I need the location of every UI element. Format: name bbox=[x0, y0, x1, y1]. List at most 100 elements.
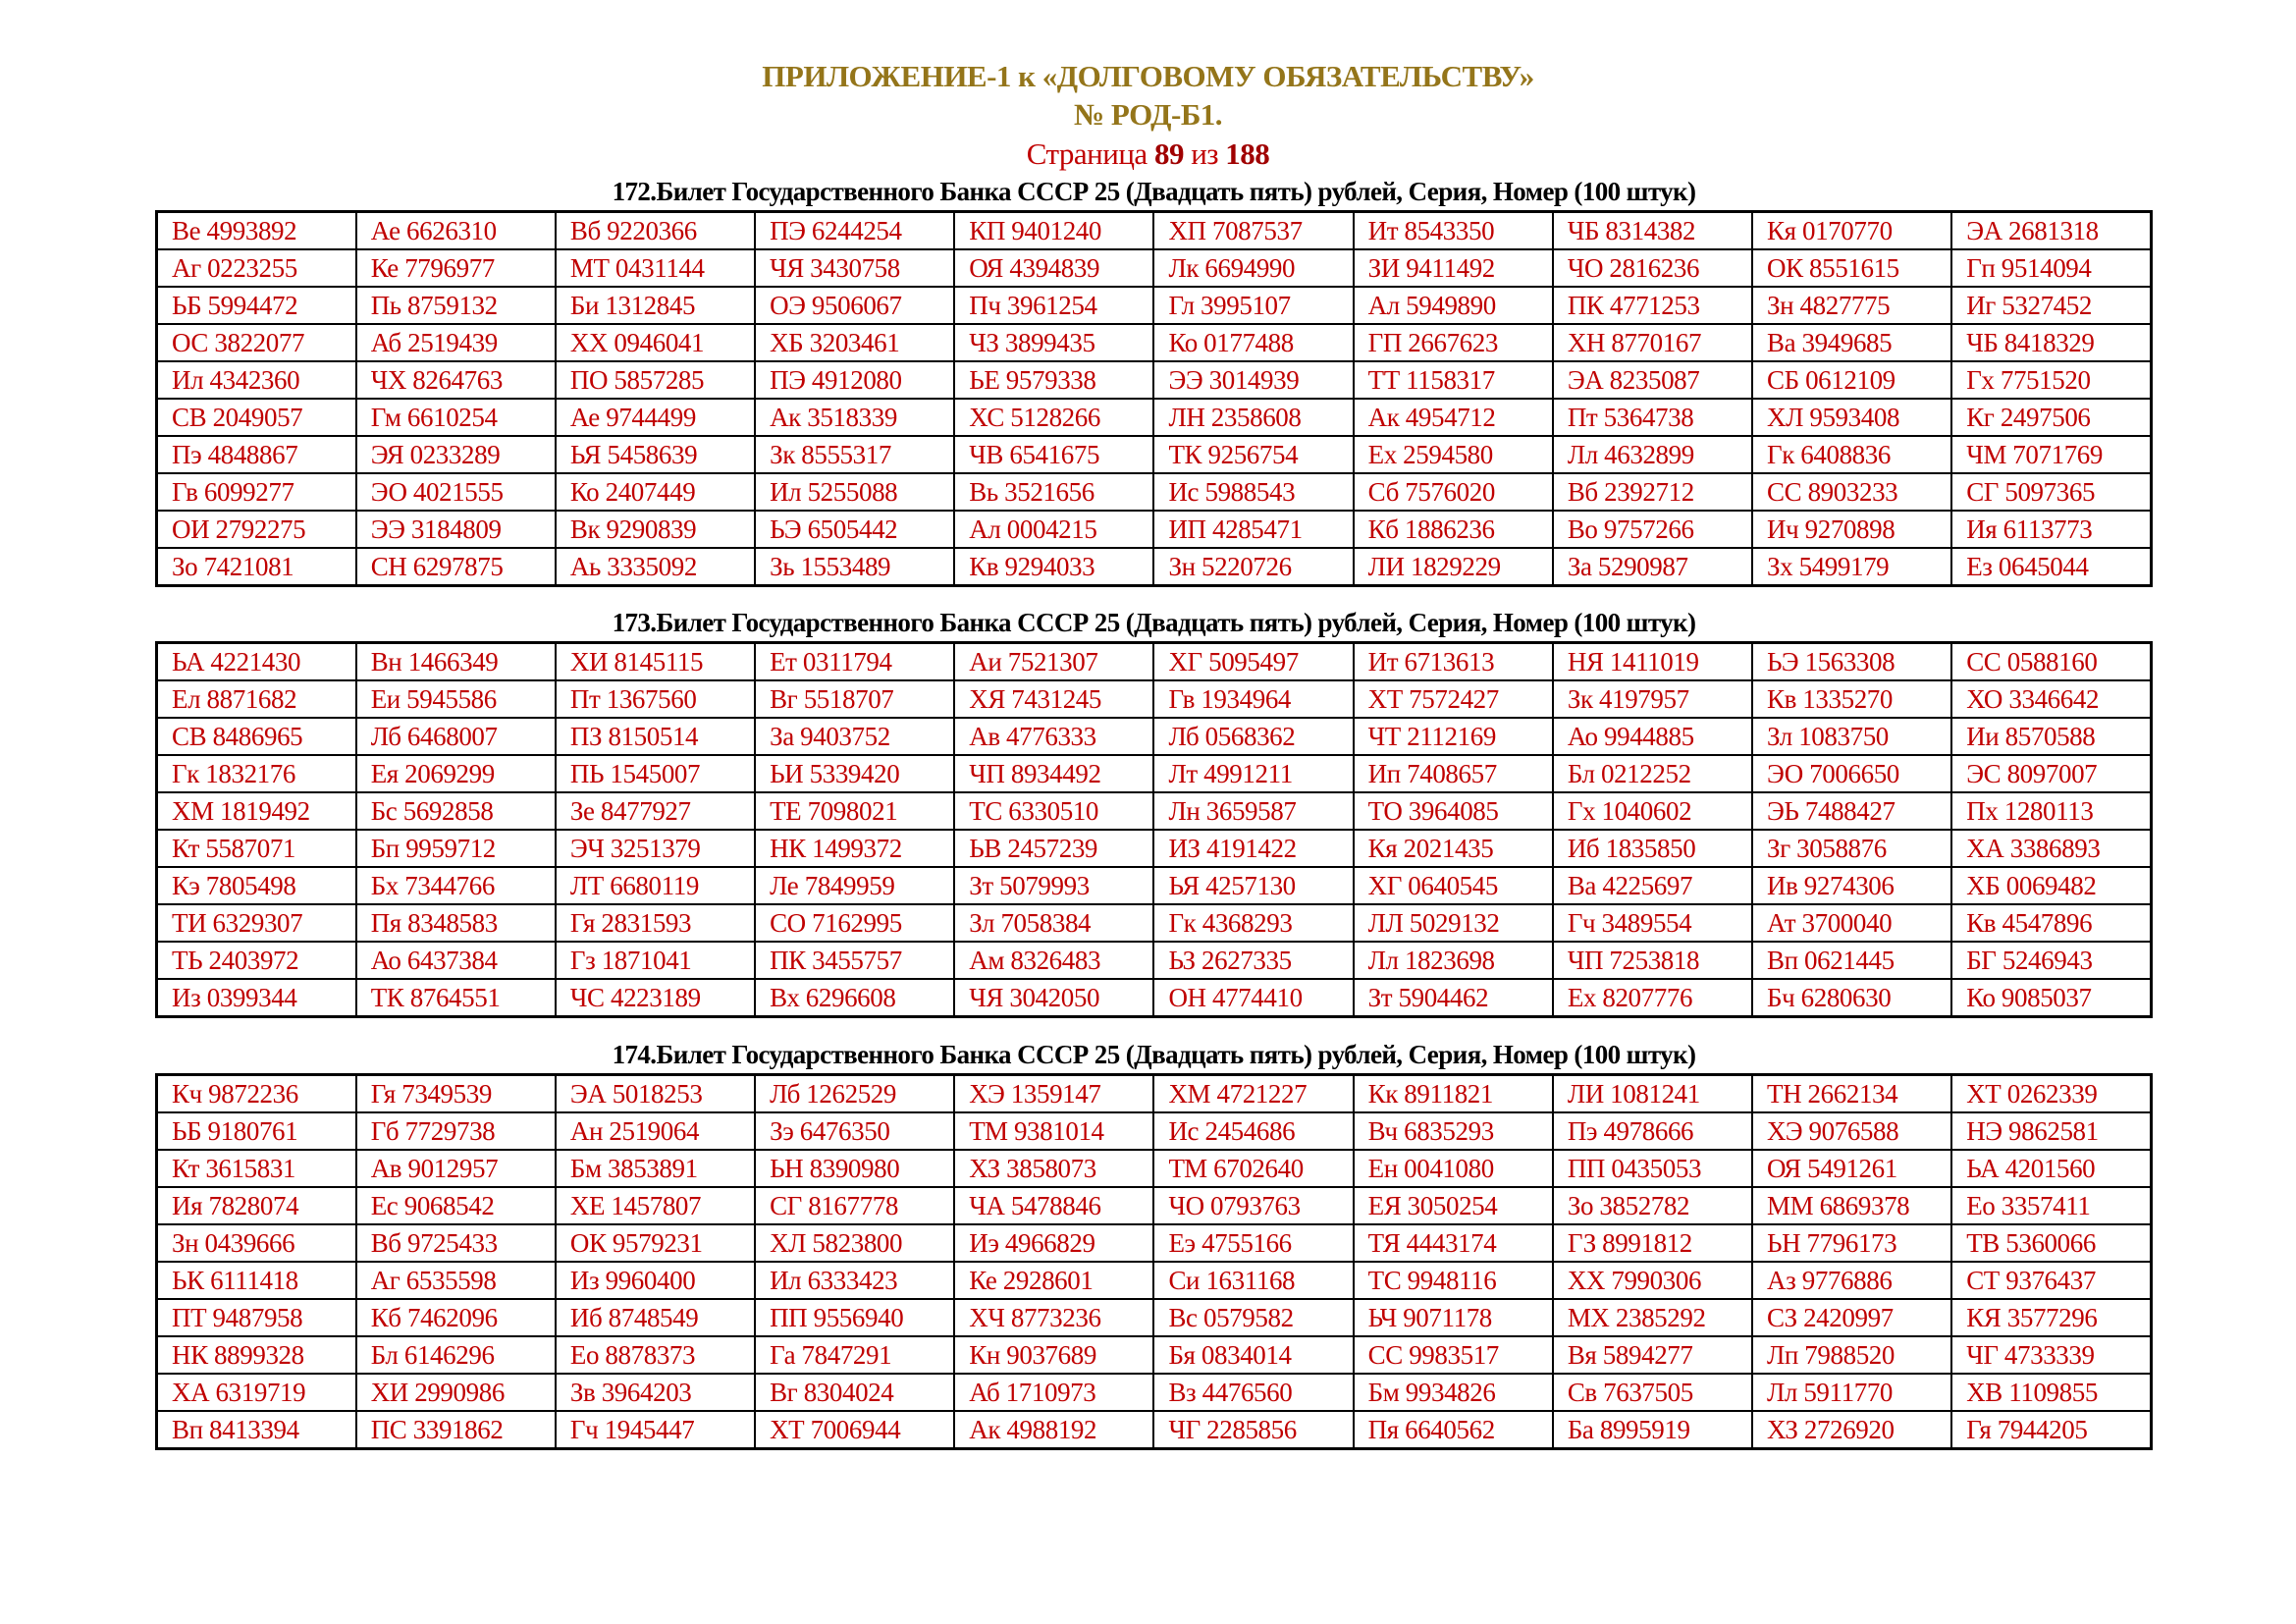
table-row: Кч 9872236 Гя 7349539 ЭА 5018253 Лб 1262529… bbox=[155, 1073, 2153, 1113]
serial-number-cell: ЧВ 6541675 bbox=[953, 435, 1155, 474]
serial-number-cell: Кг 2497506 bbox=[1950, 398, 2153, 437]
serial-number-cell: ТВ 5360066 bbox=[1950, 1223, 2153, 1263]
serial-number-cell: ТК 8764551 bbox=[354, 978, 557, 1018]
serial-number-cell: Лл 5911770 bbox=[1750, 1373, 1953, 1412]
serial-number-cell: Еэ 4755166 bbox=[1152, 1223, 1355, 1263]
table-row: ХА 6319719 ХИ 2990986 Зв 3964203 Вг 8304024… bbox=[155, 1373, 2153, 1412]
table-row: Гв 6099277 ЭО 4021555 Ко 2407449 Ил 5255088… bbox=[155, 472, 2153, 512]
serial-number-cell: Из 0399344 bbox=[155, 978, 357, 1018]
serial-number-cell: Ке 2928601 bbox=[953, 1261, 1155, 1300]
serial-number-cell: Ал 5949890 bbox=[1352, 286, 1554, 325]
serial-number-cell: Бм 9934826 bbox=[1352, 1373, 1554, 1412]
serial-number-cell: Лп 7988520 bbox=[1750, 1335, 1953, 1375]
serial-number-cell: Зт 5079993 bbox=[953, 866, 1155, 905]
serial-number-cell: ЭО 4021555 bbox=[354, 472, 557, 512]
serial-number-cell: За 5290987 bbox=[1551, 547, 1754, 587]
serial-number-cell: ЬЭ 6505442 bbox=[754, 510, 956, 549]
serial-number-cell: ЭА 2681318 bbox=[1950, 210, 2153, 250]
serial-number-cell: СЗ 2420997 bbox=[1750, 1298, 1953, 1337]
serial-number-cell: ЧС 4223189 bbox=[554, 978, 757, 1018]
serial-number-cell: ГЗ 8991812 bbox=[1551, 1223, 1754, 1263]
serial-number-cell: Св 7637505 bbox=[1551, 1373, 1754, 1412]
table-row: Кт 5587071 Бп 9959712 ЭЧ 3251379 НК 1499372… bbox=[155, 829, 2153, 868]
serial-number-cell: Ле 7849959 bbox=[754, 866, 956, 905]
serial-number-cell: Пх 1280113 bbox=[1950, 791, 2153, 831]
serial-number-cell: ЧО 2816236 bbox=[1551, 248, 1754, 288]
serial-number-cell: Си 1631168 bbox=[1152, 1261, 1355, 1300]
page-indicator: Страница 89 из 188 bbox=[0, 136, 2296, 172]
serial-number-cell: Гч 3489554 bbox=[1551, 903, 1754, 943]
serial-number-cell: Вб 9220366 bbox=[554, 210, 757, 250]
serial-number-cell: ХА 3386893 bbox=[1950, 829, 2153, 868]
serial-number-cell: ЛИ 1829229 bbox=[1352, 547, 1554, 587]
serial-number-cell: ПП 9556940 bbox=[754, 1298, 956, 1337]
page-total: 188 bbox=[1225, 136, 1270, 171]
serial-number-cell: ЧБ 8418329 bbox=[1950, 323, 2153, 362]
serial-number-cell: ЬЕ 9579338 bbox=[953, 360, 1155, 400]
serial-number-cell: Ех 8207776 bbox=[1551, 978, 1754, 1018]
serial-number-cell: КЯ 3577296 bbox=[1950, 1298, 2153, 1337]
serial-number-cell: ТИ 6329307 bbox=[155, 903, 357, 943]
table-row: ЬБ 9180761 Гб 7729738 Ан 2519064 Зэ 6476350… bbox=[155, 1111, 2153, 1151]
serial-number-cell: Гп 9514094 bbox=[1950, 248, 2153, 288]
serial-number-cell: Вь 3521656 bbox=[953, 472, 1155, 512]
serial-number-cell: Лб 0568362 bbox=[1152, 717, 1355, 756]
serial-number-cell: Зл 1083750 bbox=[1750, 717, 1953, 756]
serial-number-cell: ХН 8770167 bbox=[1551, 323, 1754, 362]
serial-number-cell: ЧТ 2112169 bbox=[1352, 717, 1554, 756]
serial-number-cell: Гк 1832176 bbox=[155, 754, 357, 793]
page-label: Страница bbox=[1026, 136, 1148, 171]
serial-number-cell: ХТ 0262339 bbox=[1950, 1073, 2153, 1113]
serial-number-cell: Гя 7349539 bbox=[354, 1073, 557, 1113]
document-number: № РОД-Б1. bbox=[1073, 97, 1223, 132]
table-row: Ве 4993892 Ае 6626310 Вб 9220366 ПЭ 6244254… bbox=[155, 210, 2153, 250]
serial-number-cell: ХА 6319719 bbox=[155, 1373, 357, 1412]
serial-number-cell: Кт 5587071 bbox=[155, 829, 357, 868]
serial-number-cell: ХЗ 2726920 bbox=[1750, 1410, 1953, 1450]
serial-number-cell: ХГ 5095497 bbox=[1152, 641, 1355, 681]
serial-number-cell: ИП 4285471 bbox=[1152, 510, 1355, 549]
serial-number-cell: Лл 1823698 bbox=[1352, 941, 1554, 980]
serial-number-cell: Еи 5945586 bbox=[354, 679, 557, 719]
serial-number-cell: Бп 9959712 bbox=[354, 829, 557, 868]
serial-number-cell: Пт 1367560 bbox=[554, 679, 757, 719]
serial-number-cell: Зг 3058876 bbox=[1750, 829, 1953, 868]
serial-number-cell: ХХ 7990306 bbox=[1551, 1261, 1754, 1300]
serial-number-cell: Ко 2407449 bbox=[554, 472, 757, 512]
serial-number-cell: Ех 2594580 bbox=[1352, 435, 1554, 474]
table-row: ЬА 4221430 Вн 1466349 ХИ 8145115 Ет 0311794… bbox=[155, 641, 2153, 681]
serial-number-cell: Кч 9872236 bbox=[155, 1073, 357, 1113]
serial-number-cell: СВ 8486965 bbox=[155, 717, 357, 756]
serial-number-cell: ПО 5857285 bbox=[554, 360, 757, 400]
serial-number-cell: Ео 8878373 bbox=[554, 1335, 757, 1375]
serial-number-cell: СС 9983517 bbox=[1352, 1335, 1554, 1375]
serial-number-cell: Кв 9294033 bbox=[953, 547, 1155, 587]
section-heading: 172.Билет Государственного Банка СССР 25… bbox=[612, 177, 1696, 206]
serial-number-cell: Лб 6468007 bbox=[354, 717, 557, 756]
serial-number-cell: Иб 8748549 bbox=[554, 1298, 757, 1337]
serial-number-cell: ОЯ 5491261 bbox=[1750, 1149, 1953, 1188]
serial-number-cell: ПК 4771253 bbox=[1551, 286, 1754, 325]
serial-number-cell: ХЧ 8773236 bbox=[953, 1298, 1155, 1337]
table-row: ТИ 6329307 Пя 8348583 Гя 2831593 СО 7162995… bbox=[155, 903, 2153, 943]
table-row: Зо 7421081 СН 6297875 Аь 3335092 Зь 1553489… bbox=[155, 547, 2153, 587]
serial-number-cell: Ке 7796977 bbox=[354, 248, 557, 288]
serial-number-cell: Кб 1886236 bbox=[1352, 510, 1554, 549]
serial-number-cell: Бч 6280630 bbox=[1750, 978, 1953, 1018]
serial-number-cell: ЬА 4221430 bbox=[155, 641, 357, 681]
serial-number-table: ЬА 4221430 Вн 1466349 ХИ 8145115 Ет 0311794… bbox=[155, 641, 2153, 1018]
serial-number-cell: ЛИ 1081241 bbox=[1551, 1073, 1754, 1113]
page-current: 89 bbox=[1153, 136, 1185, 171]
serial-number-cell: Аб 2519439 bbox=[354, 323, 557, 362]
serial-number-cell: Ао 6437384 bbox=[354, 941, 557, 980]
serial-number-cell: Вс 0579582 bbox=[1152, 1298, 1355, 1337]
serial-number-cell: ОЭ 9506067 bbox=[754, 286, 956, 325]
serial-number-cell: ЬЗ 2627335 bbox=[1152, 941, 1355, 980]
serial-number-cell: ХМ 1819492 bbox=[155, 791, 357, 831]
serial-number-cell: ИЗ 4191422 bbox=[1152, 829, 1355, 868]
serial-number-cell: ОК 8551615 bbox=[1750, 248, 1953, 288]
serial-number-cell: Ав 9012957 bbox=[354, 1149, 557, 1188]
serial-number-cell: ТЕ 7098021 bbox=[754, 791, 956, 831]
serial-number-cell: Ае 6626310 bbox=[354, 210, 557, 250]
serial-number-cell: Ае 9744499 bbox=[554, 398, 757, 437]
